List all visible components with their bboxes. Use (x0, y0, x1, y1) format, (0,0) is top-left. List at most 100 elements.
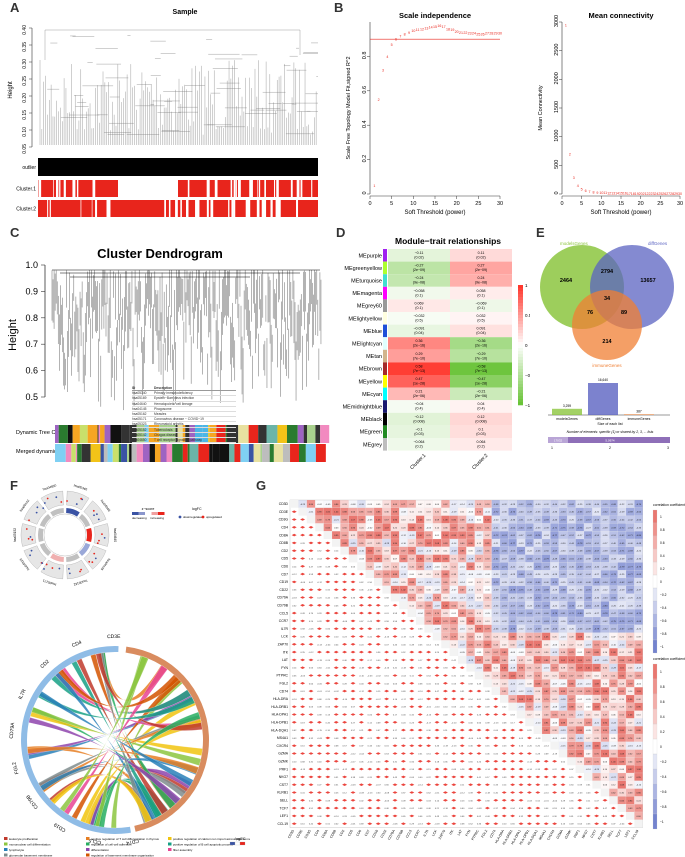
heatmap-cell-value: 0.21 (416, 390, 423, 394)
corr-upper-value: -0.08 (376, 566, 382, 568)
panel-c-track-segment (202, 425, 209, 443)
heatmap-cell (388, 375, 450, 388)
corr-lower-glyph (300, 666, 306, 669)
corr-upper-value: 0.16 (485, 676, 490, 678)
panel-a-track-stripe (247, 200, 251, 217)
corr-lower-glyph (392, 689, 398, 693)
corr-lower-value: 0.16 (393, 699, 398, 701)
corr-legend-top-tick: 0 (660, 580, 662, 584)
go-table-header-id: ID (132, 386, 136, 390)
chord-ribbon (28, 717, 181, 804)
corr-lower-value: 0.55 (351, 566, 356, 568)
corr-upper-value: -0.72 (619, 527, 625, 529)
corr-lower-glyph (392, 650, 398, 654)
corr-upper-value: -0.33 (611, 559, 617, 561)
corr-lower-glyph (300, 783, 306, 786)
corr-lower-value: 0.62 (426, 793, 431, 795)
heatmap-row-color (383, 425, 387, 438)
corr-lower-glyph (400, 728, 406, 732)
corr-lower-value: -0.09 (477, 808, 483, 810)
corr-lower-glyph (434, 666, 440, 669)
corr-upper-value: -0.14 (460, 582, 466, 584)
panel-b-point: 14 (615, 192, 619, 196)
heatmap-scale-tick: 0.5 (525, 313, 530, 318)
corr-col-label: CD5 (347, 829, 354, 837)
corr-lower-value: 0.42 (502, 707, 507, 709)
corr-lower-value: 0.52 (536, 800, 541, 802)
go-table-row: hsa05171 Coronavirus disease − COVID−19 (132, 417, 236, 423)
corr-lower-glyph (409, 814, 415, 818)
corr-upper-value: -0.05 (510, 652, 516, 654)
panel-b-point: 25 (658, 192, 662, 196)
corr-upper-value: 0.44 (628, 761, 633, 763)
heatmap-row-label: MElightyellow (348, 316, 382, 322)
corr-upper-value: -0.07 (451, 590, 457, 592)
corr-lower-value: -0.08 (384, 793, 390, 795)
corr-lower-value: 0.10 (326, 730, 331, 732)
heatmap-row-color (383, 337, 387, 350)
corr-upper-value: 0.16 (561, 644, 566, 646)
corr-lower-glyph (417, 744, 423, 747)
corr-upper-value: -0.07 (552, 683, 558, 685)
corr-upper-value: -0.12 (477, 535, 483, 537)
go-table-id: hsa05162 (132, 412, 147, 417)
corr-lower-glyph (375, 682, 381, 685)
heatmap-cell-pvalue: (2e−09) (475, 268, 488, 272)
corr-upper-value: 0.55 (485, 551, 490, 553)
corr-lower-value: 0.52 (334, 574, 339, 576)
corr-lower-value: 0.17 (368, 660, 373, 662)
heatmap-scale-step (518, 303, 523, 307)
corr-upper-value: 0.99 (410, 527, 415, 529)
corr-upper-value: 0.17 (628, 777, 633, 779)
corr-lower-value: 0.17 (393, 730, 398, 732)
corr-upper-value: -0.37 (636, 590, 642, 592)
chord-ribbon (31, 706, 202, 766)
corr-lower-value: -0.12 (460, 793, 466, 795)
heatmap-cell-pvalue: (0.03) (414, 432, 423, 436)
panel-a-track-stripe (92, 180, 94, 197)
corr-upper-value: 0.44 (485, 566, 490, 568)
corr-upper-value: 0.22 (477, 590, 482, 592)
corr-row-label: CD3E (279, 510, 289, 514)
chord-term-legend-swatch (4, 853, 8, 857)
panel-c-track-segment (234, 444, 241, 462)
corr-lower-glyph (358, 705, 364, 708)
corr-lower-glyph (459, 721, 465, 724)
panel-b-x-tick-label: 10 (598, 201, 604, 207)
corr-upper-value: -0.29 (611, 730, 617, 732)
corr-upper-value: -0.69 (628, 512, 634, 514)
corr-lower-value: 0.17 (510, 722, 515, 724)
corr-upper-value: -0.25 (527, 566, 533, 568)
panel-c-track-segment (262, 444, 270, 462)
corr-upper-value: -0.48 (586, 582, 592, 584)
corr-diagonal-cell (584, 773, 593, 781)
corr-upper-value: 0.09 (636, 637, 641, 639)
corr-upper-value: 0.80 (309, 504, 314, 506)
panel-c-track-segment (248, 425, 259, 443)
corr-upper-value: -0.62 (569, 504, 575, 506)
corr-upper-value: 0.34 (603, 668, 608, 670)
venn-bar (624, 414, 654, 415)
corr-upper-value: 0.28 (452, 582, 457, 584)
go-circle-gene-dot (88, 560, 91, 563)
corr-col-label: PRF1 (573, 829, 581, 839)
corr-upper-value: -0.42 (611, 566, 617, 568)
corr-lower-glyph (333, 806, 339, 810)
panel-b-point: 17 (442, 25, 446, 29)
panel-c-track-segment (67, 425, 73, 443)
heatmap-scale-step (518, 342, 523, 346)
corr-upper-value: 1.02 (418, 559, 423, 561)
panel-c-track-segment (127, 444, 130, 462)
corr-upper-value: 0.68 (342, 520, 347, 522)
corr-upper-value: -0.61 (586, 605, 592, 607)
corr-lower-glyph (291, 689, 297, 693)
corr-upper-value: 1.02 (485, 520, 490, 522)
venn-bar-label: modelsGenes (556, 417, 578, 421)
panel-a-track-label: Cluster.1 (16, 187, 36, 193)
corr-upper-value: 0.43 (527, 652, 532, 654)
corr-lower-glyph (342, 775, 348, 779)
corr-lower-value: 0.62 (410, 808, 415, 810)
chord-term-legend-label: regulation of basement membrane organiza… (91, 854, 154, 857)
corr-upper-value: -0.39 (603, 551, 609, 553)
corr-upper-value: -0.51 (577, 582, 583, 584)
